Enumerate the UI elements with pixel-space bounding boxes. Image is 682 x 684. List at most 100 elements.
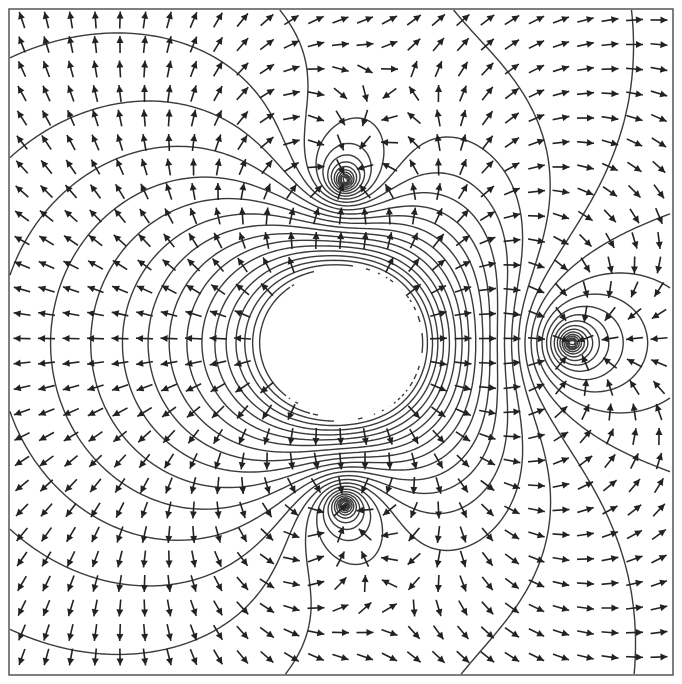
arrow-head <box>607 428 614 437</box>
arrow-head <box>340 16 349 23</box>
arrow-head <box>536 16 545 23</box>
arrow-head <box>511 112 519 120</box>
arrow-head <box>288 207 296 216</box>
arrow-head <box>626 359 635 366</box>
arrow-head <box>67 60 74 69</box>
arrow-head <box>17 583 25 591</box>
arrow-head <box>165 485 172 494</box>
arrow-head <box>339 577 347 585</box>
arrow-head <box>91 559 99 567</box>
arrow-head <box>116 534 123 543</box>
arrow-head <box>116 609 124 617</box>
arrow-head <box>214 158 222 167</box>
arrow-head <box>215 583 222 592</box>
arrow-head <box>67 11 75 20</box>
arrow-head <box>116 109 124 118</box>
arrow-head <box>18 632 25 641</box>
arrow-head <box>38 261 47 268</box>
arrow-head <box>287 256 295 265</box>
arrow-head <box>411 232 418 241</box>
arrow-head <box>536 605 545 612</box>
arrow-head <box>603 357 611 365</box>
arrow-head <box>91 608 99 617</box>
arrow-head <box>627 312 636 320</box>
arrow-head <box>312 461 320 470</box>
arrow-head <box>366 40 374 48</box>
arrow-head <box>115 184 123 193</box>
arrow-head <box>562 163 570 171</box>
arrow-head <box>610 114 619 122</box>
arrow-head <box>438 384 447 392</box>
arrow-head <box>38 310 46 318</box>
arrow-head <box>116 584 124 592</box>
arrow-head <box>660 16 668 24</box>
arrow-head <box>62 334 70 342</box>
arrow-head <box>658 555 667 562</box>
arrow-head <box>190 109 198 118</box>
arrow-head <box>39 236 48 243</box>
arrow-head <box>561 555 570 563</box>
arrow-head <box>91 36 99 44</box>
arrow-head <box>214 183 222 191</box>
arrow-head <box>407 112 416 120</box>
arrow-head <box>655 241 663 249</box>
arrow-head <box>137 260 146 267</box>
arrow-head <box>559 406 568 414</box>
arrow-head <box>165 535 173 543</box>
arrow-head <box>562 138 570 146</box>
arrow-head <box>240 655 248 664</box>
arrow-head <box>292 580 300 588</box>
arrow-head <box>91 134 99 143</box>
arrow-head <box>486 14 495 22</box>
arrow-head <box>485 86 493 95</box>
arrows <box>13 11 668 666</box>
arrow-head <box>408 533 416 542</box>
arrow-head <box>389 40 398 48</box>
arrow-head <box>586 16 594 24</box>
arrow-head <box>215 535 222 543</box>
arrow-head <box>434 584 442 592</box>
arrow-head <box>361 94 369 102</box>
arrow-head <box>381 555 389 563</box>
arrow-head <box>659 90 668 98</box>
arrow-head <box>165 608 173 617</box>
arrow-head <box>513 335 521 343</box>
arrow-head <box>608 480 617 488</box>
arrow-head <box>116 11 124 19</box>
arrow-head <box>16 508 24 517</box>
arrow-head <box>461 14 470 22</box>
contour-line <box>9 32 509 656</box>
arrow-head <box>635 579 643 587</box>
contour-line <box>251 270 319 416</box>
arrow-head <box>361 437 369 445</box>
arrow-head <box>537 335 545 343</box>
arrow-head <box>291 605 300 612</box>
arrow-head <box>139 208 147 217</box>
arrow-head <box>488 285 496 293</box>
arrow-head <box>561 481 570 489</box>
arrow-head <box>486 508 494 516</box>
arrow-head <box>240 111 248 120</box>
arrow-head <box>586 139 594 147</box>
arrow-head <box>265 655 274 663</box>
arrow-head <box>14 409 22 416</box>
arrow-head <box>240 38 249 46</box>
arrow-head <box>536 114 545 121</box>
arrow-head <box>185 359 193 367</box>
arrow-head <box>513 236 521 244</box>
arrow-head <box>512 212 521 220</box>
arrow-head <box>650 335 658 343</box>
arrow-head <box>410 486 418 494</box>
arrow-head <box>317 65 325 73</box>
arrow-head <box>536 89 545 97</box>
arrow-head <box>341 629 349 637</box>
arrow-head <box>114 209 122 218</box>
arrow-head <box>114 459 122 468</box>
arrow-head <box>463 285 472 293</box>
arrow-head <box>160 334 168 342</box>
arrow-head <box>215 559 222 567</box>
arrow-head <box>577 335 586 343</box>
arrow-head <box>385 207 393 215</box>
arrow-head <box>235 284 244 292</box>
arrow-head <box>215 61 223 70</box>
